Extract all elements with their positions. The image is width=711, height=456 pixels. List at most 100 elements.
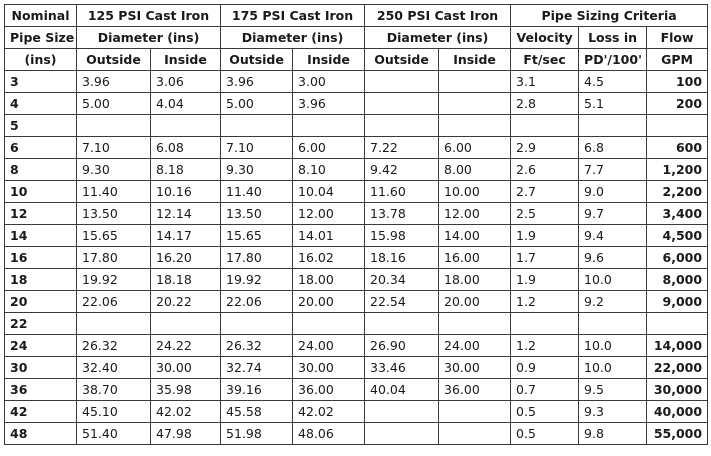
- cell-175-outside: 11.40: [220, 180, 294, 203]
- header-outside-250: Outside: [364, 48, 440, 71]
- cell-125-outside: 13.50: [76, 202, 151, 225]
- cell-velocity: 0.5: [510, 422, 580, 445]
- cell-250-inside: [438, 92, 512, 115]
- cell-velocity: 2.8: [510, 92, 580, 115]
- cell-125-outside: 38.70: [76, 378, 151, 401]
- cell-125-inside: 3.06: [149, 70, 222, 93]
- cell-250-inside: 14.00: [438, 224, 512, 247]
- cell-250-inside: 16.00: [438, 246, 512, 269]
- table-row: 5: [4, 114, 709, 137]
- header-loss: Loss in: [578, 26, 648, 49]
- cell-125-inside: [149, 312, 222, 335]
- cell-175-inside: [292, 114, 366, 137]
- cell-flow: 55,000: [646, 422, 709, 445]
- table-row: 30 32.40 30.00 32.74 30.00 33.46 30.00 0.9 10.0 2…: [4, 356, 709, 379]
- table-row: 16 17.80 16.20 17.80 16.02 18.16 16.00 1.7 9.6 6,…: [4, 246, 709, 269]
- cell-flow: [646, 312, 709, 335]
- cell-125-inside: 30.00: [149, 356, 222, 379]
- cell-velocity: 2.9: [510, 136, 580, 159]
- cell-flow: 200: [646, 92, 709, 115]
- table-row: 48 51.40 47.98 51.98 48.06 0.5 9.8 55,000: [4, 422, 709, 445]
- cell-loss: 9.2: [578, 290, 648, 313]
- cell-125-inside: 12.14: [149, 202, 222, 225]
- header-inside-175: Inside: [292, 48, 366, 71]
- cell-125-inside: 35.98: [149, 378, 222, 401]
- cell-flow: 6,000: [646, 246, 709, 269]
- cell-nominal-size: 20: [4, 290, 77, 313]
- cell-loss: 9.4: [578, 224, 648, 247]
- cell-125-inside: 14.17: [149, 224, 222, 247]
- cell-175-inside: 18.00: [292, 268, 366, 291]
- header-group-250: 250 PSI Cast Iron: [364, 4, 512, 27]
- cell-125-inside: 4.04: [149, 92, 222, 115]
- cell-125-outside: 26.32: [76, 334, 151, 357]
- cell-loss: [578, 114, 648, 137]
- cell-125-outside: 32.40: [76, 356, 151, 379]
- table-row: 20 22.06 20.22 22.06 20.00 22.54 20.00 1.2 9.2 9,…: [4, 290, 709, 313]
- cell-125-inside: 24.22: [149, 334, 222, 357]
- cell-250-outside: [364, 422, 440, 445]
- cell-175-outside: 39.16: [220, 378, 294, 401]
- cell-nominal-size: 3: [4, 70, 77, 93]
- cell-175-inside: 14.01: [292, 224, 366, 247]
- cell-250-outside: [364, 400, 440, 423]
- cell-250-inside: 10.00: [438, 180, 512, 203]
- cell-nominal-size: 5: [4, 114, 77, 137]
- cell-250-inside: 20.00: [438, 290, 512, 313]
- cell-velocity: 0.7: [510, 378, 580, 401]
- cell-loss: 9.7: [578, 202, 648, 225]
- cell-250-inside: 8.00: [438, 158, 512, 181]
- cell-175-inside: 3.96: [292, 92, 366, 115]
- cell-125-inside: 16.20: [149, 246, 222, 269]
- cell-velocity: 1.2: [510, 290, 580, 313]
- cell-125-outside: 5.00: [76, 92, 151, 115]
- cell-loss: 9.5: [578, 378, 648, 401]
- table-row: 42 45.10 42.02 45.58 42.02 0.5 9.3 40,000: [4, 400, 709, 423]
- cell-250-outside: 20.34: [364, 268, 440, 291]
- pipe-sizing-table: Nominal 125 PSI Cast Iron 175 PSI Cast I…: [4, 4, 709, 445]
- header-row-2: Pipe Size Diameter (ins) Diameter (ins) …: [4, 26, 709, 49]
- cell-175-outside: 22.06: [220, 290, 294, 313]
- cell-nominal-size: 10: [4, 180, 77, 203]
- cell-velocity: 2.6: [510, 158, 580, 181]
- header-inside-250: Inside: [438, 48, 512, 71]
- table-row: 10 11.40 10.16 11.40 10.04 11.60 10.00 2.7 9.0 2,…: [4, 180, 709, 203]
- cell-nominal-size: 6: [4, 136, 77, 159]
- cell-250-inside: [438, 400, 512, 423]
- cell-velocity: 2.7: [510, 180, 580, 203]
- cell-flow: 22,000: [646, 356, 709, 379]
- cell-nominal-size: 12: [4, 202, 77, 225]
- cell-250-outside: 40.04: [364, 378, 440, 401]
- header-velocity-unit: Ft/sec: [510, 48, 580, 71]
- cell-nominal-size: 48: [4, 422, 77, 445]
- header-group-125: 125 PSI Cast Iron: [75, 4, 222, 27]
- cell-250-inside: [438, 114, 512, 137]
- cell-nominal-size: 16: [4, 246, 77, 269]
- cell-175-inside: 3.00: [292, 70, 366, 93]
- cell-175-inside: 10.04: [292, 180, 366, 203]
- cell-125-inside: 8.18: [149, 158, 222, 181]
- table-row: 22: [4, 312, 709, 335]
- cell-250-outside: [364, 114, 440, 137]
- cell-125-inside: [149, 114, 222, 137]
- header-pipe-size: Pipe Size: [4, 26, 77, 49]
- cell-flow: 8,000: [646, 268, 709, 291]
- cell-125-outside: 17.80: [76, 246, 151, 269]
- cell-125-outside: 51.40: [76, 422, 151, 445]
- cell-loss: 10.0: [578, 334, 648, 357]
- cell-175-outside: 32.74: [220, 356, 294, 379]
- cell-125-outside: 3.96: [76, 70, 151, 93]
- cell-loss: [578, 312, 648, 335]
- cell-125-outside: 22.06: [76, 290, 151, 313]
- cell-175-outside: 3.96: [220, 70, 294, 93]
- cell-175-inside: 12.00: [292, 202, 366, 225]
- cell-flow: [646, 114, 709, 137]
- cell-125-inside: 18.18: [149, 268, 222, 291]
- cell-nominal-size: 42: [4, 400, 77, 423]
- cell-175-inside: 6.00: [292, 136, 366, 159]
- cell-175-outside: 5.00: [220, 92, 294, 115]
- cell-125-outside: 19.92: [76, 268, 151, 291]
- cell-125-inside: 47.98: [149, 422, 222, 445]
- cell-velocity: 1.9: [510, 224, 580, 247]
- cell-nominal-size: 30: [4, 356, 77, 379]
